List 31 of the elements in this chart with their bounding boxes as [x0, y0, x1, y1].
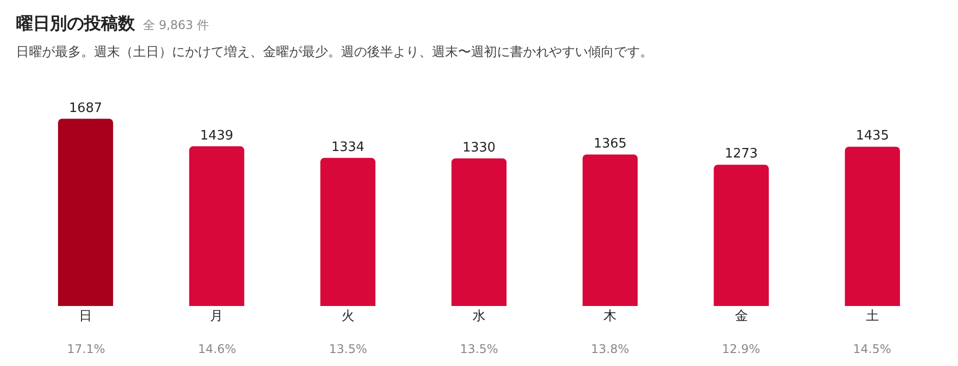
data-label: 1334 — [331, 140, 364, 155]
text: 17.1% — [67, 342, 106, 356]
data-label: 1273 — [724, 146, 758, 162]
bar — [451, 158, 507, 306]
data-label: 1687 — [69, 100, 102, 116]
data-label: 1330 — [462, 140, 496, 156]
x-tick-label: 火 — [341, 309, 354, 324]
bar — [58, 118, 114, 306]
bar — [189, 146, 244, 306]
data-label: 1365 — [594, 136, 627, 152]
x-tick-label: 木 — [604, 309, 617, 324]
data-label: 1439 — [200, 128, 234, 144]
text: 全 9,863 件 — [143, 18, 209, 32]
x-tick-label: 土 — [866, 309, 879, 324]
x-tick-label: 月 — [210, 309, 224, 324]
text: 13.5% — [329, 342, 368, 356]
x-tick-label: 金 — [734, 309, 748, 324]
x-tick-label: 日 — [79, 309, 92, 324]
text: 14.6% — [198, 342, 236, 356]
chart-title: 曜日別の投稿数 — [16, 14, 135, 34]
data-label: 1435 — [856, 128, 889, 144]
bar — [582, 154, 638, 306]
text: 14.5% — [853, 342, 892, 356]
bar — [714, 164, 769, 306]
text: 12.9% — [722, 342, 760, 356]
text: 13.8% — [591, 342, 630, 356]
chart-subtitle: 日曜が最多。週末（土日）にかけて増え、金曜が最少。週の後半より、週末〜週初に書かれやすい傾向です。 — [16, 44, 654, 62]
text: 13.5% — [460, 342, 498, 356]
bar — [320, 158, 376, 306]
x-tick-label: 水 — [472, 309, 486, 324]
bar — [844, 146, 900, 306]
